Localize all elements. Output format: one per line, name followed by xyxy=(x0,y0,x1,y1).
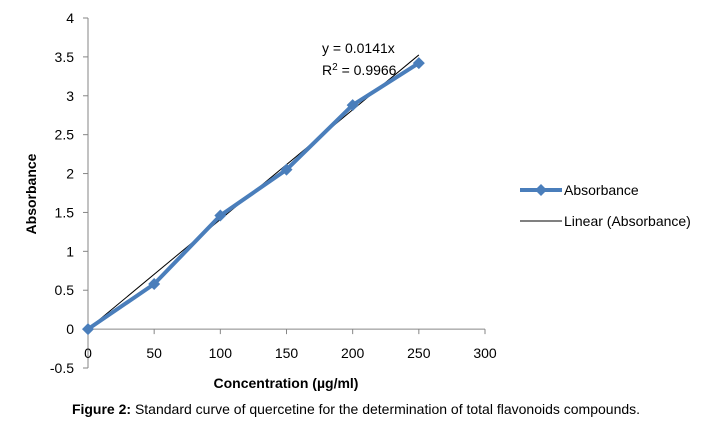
x-tick-label: 50 xyxy=(146,345,162,361)
x-tick-label: 250 xyxy=(407,345,431,361)
y-tick-label: -0.5 xyxy=(50,360,74,376)
legend: Absorbance Linear (Absorbance) xyxy=(520,182,691,229)
y-tick-label: 0 xyxy=(66,321,74,337)
series-layer xyxy=(86,61,421,332)
y-tick-label: 2 xyxy=(66,166,74,182)
data-point-marker xyxy=(280,163,293,176)
x-tick-label: 200 xyxy=(341,345,365,361)
data-point-marker xyxy=(412,57,425,70)
y-tick-label: 3.5 xyxy=(55,49,75,65)
trendline-equation: y = 0.0141x xyxy=(322,40,395,56)
series-line-absorbance xyxy=(86,61,421,332)
x-tick-label: 300 xyxy=(473,345,497,361)
axes-layer xyxy=(87,18,485,368)
data-point-marker xyxy=(214,209,227,222)
chart-svg: -0.500.511.522.533.540 50 100 150 200 250 300 … xyxy=(23,10,691,391)
r2-value: = 0.9966 xyxy=(338,62,397,78)
r2-prefix: R xyxy=(322,62,332,78)
y-tick-label: 2.5 xyxy=(55,127,75,143)
trendline-r-squared: R2 = 0.9966 xyxy=(322,62,397,78)
r2-superscript: 2 xyxy=(332,62,338,73)
ticks-layer: -0.5 0 0.5 1 1.5 2 2.5 3 3.5 4 0 50 100 150 200 250 300 xyxy=(50,10,497,376)
y-tick-label: 1.5 xyxy=(55,204,75,220)
data-point-marker xyxy=(346,99,359,112)
y-tick-label: 4 xyxy=(66,10,74,26)
y-tick-label: 1 xyxy=(66,243,74,259)
legend-label-linear: Linear (Absorbance) xyxy=(564,213,691,229)
x-tick-label: 0 xyxy=(84,345,92,361)
y-axis-title: Absorbance xyxy=(23,153,39,234)
y-tick-label: 3 xyxy=(66,88,74,104)
y-tick-label: 0.5 xyxy=(55,282,75,298)
figure-caption-label: Figure 2: xyxy=(71,401,132,417)
x-axis-title: Concentration (µg/ml) xyxy=(214,375,359,391)
x-tick-label: 150 xyxy=(275,345,299,361)
data-point-marker xyxy=(148,278,161,290)
data-point-marker xyxy=(82,323,94,336)
figure-caption: Figure 2: Standard curve of quercetine f… xyxy=(0,401,712,417)
legend-absorbance-marker xyxy=(535,184,547,196)
figure-caption-text: Standard curve of quercetine for the det… xyxy=(131,401,641,417)
x-tick-label: 100 xyxy=(209,345,233,361)
legend-label-absorbance: Absorbance xyxy=(564,182,639,198)
markers-layer xyxy=(82,57,425,336)
